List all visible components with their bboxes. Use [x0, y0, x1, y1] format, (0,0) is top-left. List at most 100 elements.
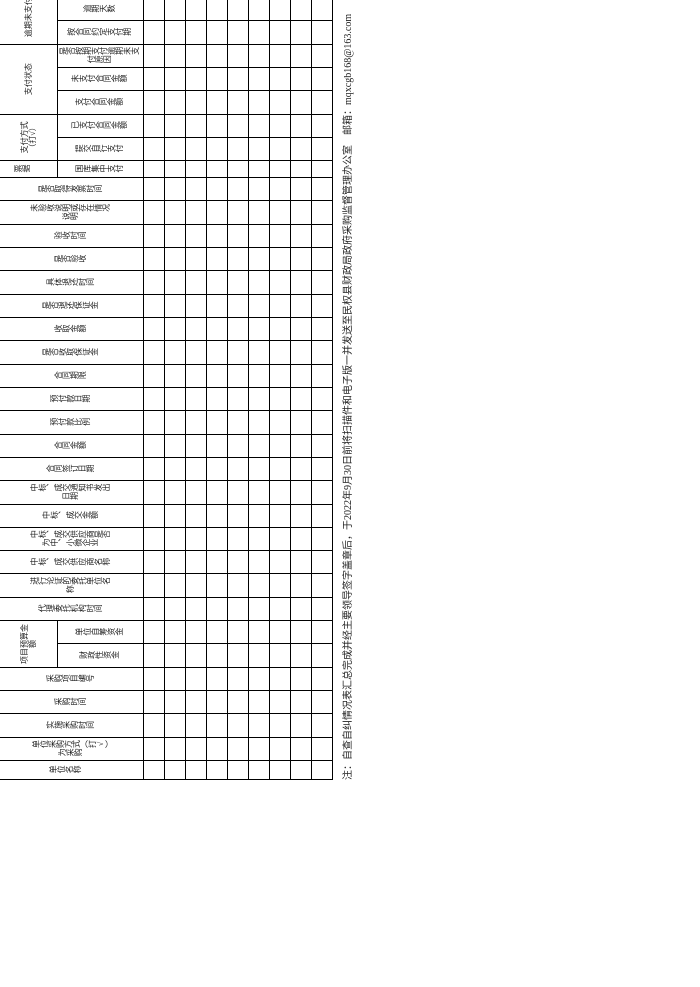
- table-cell: [143, 224, 164, 247]
- table-cell: [290, 114, 311, 137]
- table-cell: [143, 481, 164, 504]
- table-cell: [227, 0, 248, 21]
- table-cell: [269, 411, 290, 434]
- table-cell: [164, 21, 185, 44]
- table-cell: [143, 271, 164, 294]
- leaf: 支付合同金额: [75, 98, 123, 106]
- table-cell: [311, 201, 332, 224]
- table-cell: [227, 644, 248, 667]
- table-cell: [269, 574, 290, 597]
- table-cell: [311, 691, 332, 714]
- table-cell: [164, 388, 185, 411]
- table-cell: [206, 527, 227, 550]
- table-cell: [269, 551, 290, 574]
- table-cell: [311, 434, 332, 457]
- table-cell: [311, 667, 332, 690]
- table-cell: [185, 248, 206, 271]
- table-cell: [248, 67, 269, 90]
- table-cell: [185, 178, 206, 201]
- leaf: 单位采购方式（打√）为采购: [30, 740, 110, 757]
- table-cell: [164, 667, 185, 690]
- table-cell: [269, 91, 290, 114]
- table-row: [248, 0, 269, 780]
- table-cell: [269, 527, 290, 550]
- table-cell: [227, 691, 248, 714]
- table-cell: [185, 504, 206, 527]
- footnote: 注：自查自纠情况表汇总完成并经主要领导签字盖章后，于2022年9月30日前将扫描…: [341, 0, 356, 780]
- leaf: 收取金额: [54, 325, 86, 333]
- table-cell: [248, 271, 269, 294]
- table-cell: [185, 574, 206, 597]
- table-cell: [185, 481, 206, 504]
- table-cell: [290, 91, 311, 114]
- table-cell: [185, 691, 206, 714]
- table-cell: [143, 737, 164, 760]
- table-cell: [143, 364, 164, 387]
- table-cell: [227, 161, 248, 178]
- table-cell: [248, 691, 269, 714]
- table-cell: [311, 457, 332, 480]
- leaf: 是否收取保证金: [42, 348, 98, 356]
- table-cell: [185, 161, 206, 178]
- table-cell: [248, 644, 269, 667]
- table-cell: [185, 0, 206, 21]
- table-cell: [311, 551, 332, 574]
- table-cell: [227, 621, 248, 644]
- table-cell: [227, 551, 248, 574]
- leaf: 未支付合同金额: [71, 75, 127, 83]
- table-cell: [290, 21, 311, 44]
- table-cell: [164, 294, 185, 317]
- leaf: 是否退还保证金: [42, 302, 98, 310]
- table-cell: [143, 248, 164, 271]
- table-cell: [290, 161, 311, 178]
- table-cell: [248, 434, 269, 457]
- leaf: 已支付合同金额: [71, 122, 127, 130]
- table-cell: [206, 737, 227, 760]
- table-cell: [248, 201, 269, 224]
- table-cell: [206, 67, 227, 90]
- table-cell: [143, 504, 164, 527]
- table-cell: [143, 318, 164, 341]
- table-cell: [269, 21, 290, 44]
- table-cell: [164, 714, 185, 737]
- table-cell: [290, 527, 311, 550]
- table-cell: [311, 161, 332, 178]
- table-row: [185, 0, 206, 780]
- table-cell: [311, 224, 332, 247]
- table-cell: [311, 44, 332, 67]
- table-cell: [269, 504, 290, 527]
- table-cell: [227, 178, 248, 201]
- table-cell: [206, 388, 227, 411]
- table-cell: [227, 201, 248, 224]
- table-cell: [269, 248, 290, 271]
- table-cell: [227, 137, 248, 160]
- table-cell: [185, 44, 206, 67]
- table-cell: [227, 67, 248, 90]
- table-cell: [164, 0, 185, 21]
- table-cell: [227, 481, 248, 504]
- table-cell: [164, 44, 185, 67]
- table-cell: [269, 161, 290, 178]
- table-cell: [143, 457, 164, 480]
- table-cell: [311, 178, 332, 201]
- leaf: 财政性资金: [79, 651, 119, 659]
- table-cell: [290, 137, 311, 160]
- table-cell: [311, 504, 332, 527]
- leaf: 具体退还时间: [46, 278, 94, 286]
- table-cell: [269, 457, 290, 480]
- table-cell: [248, 161, 269, 178]
- table-cell: [206, 597, 227, 620]
- table-cell: [143, 597, 164, 620]
- table-cell: [227, 114, 248, 137]
- table-cell: [269, 114, 290, 137]
- table-cell: [290, 341, 311, 364]
- table-cell: [143, 714, 164, 737]
- leaf: 采购时间: [54, 698, 86, 706]
- table-cell: [248, 457, 269, 480]
- table-row: [269, 0, 290, 780]
- table-cell: [290, 201, 311, 224]
- table-cell: [248, 504, 269, 527]
- leaf: 是否按期支付逾期未支付原因: [59, 47, 139, 64]
- table-cell: [164, 504, 185, 527]
- table-cell: [185, 388, 206, 411]
